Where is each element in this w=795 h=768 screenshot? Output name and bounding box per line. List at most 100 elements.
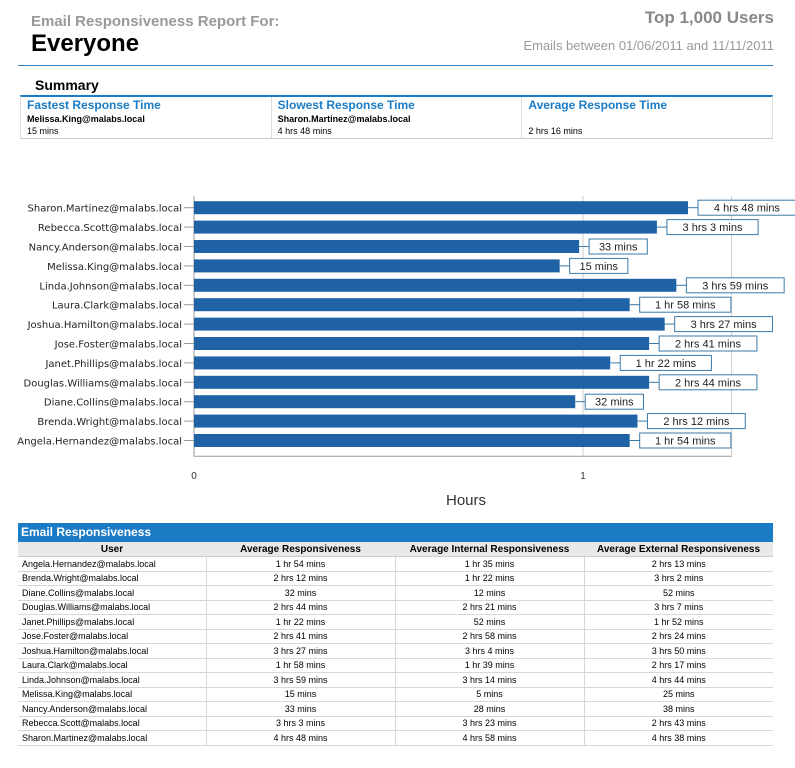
responsiveness-bar-chart: 0 1 Hours Sharon.Martinez@malabs.local 4 hrs… [17,196,795,505]
time-cell: 3 hrs 4 mins [395,643,585,659]
fastest-label: Fastest Response Time [27,98,161,112]
category-label: Laura.Clark@malabs.local [52,301,182,312]
data-label: 1 hr 58 mins [655,300,716,312]
user-cell: Janet.Phillips@malabs.local [18,614,207,630]
summary-average: Average Response Time 2 hrs 16 mins [522,97,772,138]
time-cell: 2 hrs 24 mins [584,629,773,644]
slowest-value: 4 hrs 48 mins [277,126,332,136]
bar [194,434,630,447]
time-cell: 2 hrs 17 mins [584,658,773,673]
time-cell: 2 hrs 41 mins [206,629,396,644]
bar [194,395,576,409]
slowest-label: Slowest Response Time [277,98,415,112]
data-label-box [646,413,746,430]
time-cell: 1 hr 39 mins [395,658,585,673]
report-subtitle: Email Responsiveness Report For: [31,13,280,30]
column-header[interactable]: Average External Responsiveness [584,542,773,557]
data-label: 3 hrs 59 mins [702,280,769,292]
table-row: Rebecca.Scott@malabs.local 3 hrs 3 mins 3 … [18,716,773,731]
time-cell: 2 hrs 21 mins [395,600,585,615]
average-value: 2 hrs 16 mins [528,126,583,136]
user-cell: Brenda.Wright@malabs.local [18,571,207,586]
column-header[interactable]: Average Internal Responsiveness [395,542,584,557]
summary-fastest: Fastest Response Time Melissa.King@malab… [21,97,272,138]
table-row: Sharon.Martinez@malabs.local 4 hrs 48 min… [18,730,773,746]
time-cell: 4 hrs 58 mins [395,730,585,746]
user-cell: Laura.Clark@malabs.local [18,658,207,673]
user-cell: Jose.Foster@malabs.local [18,629,207,644]
table-row: Jose.Foster@malabs.local 2 hrs 41 mins 2 h… [18,629,773,644]
time-cell: 2 hrs 43 mins [584,716,773,731]
time-cell: 2 hrs 13 mins [584,556,773,572]
time-cell: 3 hrs 27 mins [206,643,396,659]
user-cell: Joshua.Hamilton@malabs.local [18,643,207,659]
column-header[interactable]: Average Responsiveness [206,542,395,557]
time-cell: 5 mins [395,687,585,702]
user-cell: Douglas.Williams@malabs.local [18,600,207,615]
time-cell: 3 hrs 14 mins [395,672,585,688]
x-tick-label: 1 [580,471,586,482]
fastest-value: 15 mins [27,126,59,136]
time-cell: 3 hrs 2 mins [584,571,773,586]
table-row: Diane.Collins@malabs.local 32 mins 12 mins… [18,585,773,601]
bar [194,220,657,234]
table-row: Linda.Johnson@malabs.local 3 hrs 59 mins 3… [18,672,773,688]
time-cell: 3 hrs 7 mins [584,600,773,615]
time-cell: 1 hr 35 mins [395,556,585,572]
user-cell: Diane.Collins@malabs.local [18,585,207,601]
data-label: 2 hrs 41 mins [675,339,742,351]
user-cell: Rebecca.Scott@malabs.local [18,716,207,731]
data-label-box [588,238,648,255]
data-label-box [639,432,732,449]
data-label-box [639,296,732,313]
time-cell: 2 hrs 44 mins [206,600,396,615]
bar [194,259,560,273]
category-label: Janet.Phillips@malabs.local [44,359,182,370]
column-header[interactable]: User [18,542,206,557]
bar [194,201,689,215]
bar [194,414,638,428]
summary-slowest: Slowest Response Time Sharon.Martinez@ma… [272,97,523,138]
data-label-box [658,335,758,352]
bar [194,375,650,389]
category-label: Sharon.Martinez@malabs.local [28,204,182,215]
data-label-box [658,374,758,391]
summary-panel: Fastest Response Time Melissa.King@malab… [20,95,773,139]
category-label: Joshua.Hamilton@malabs.local [27,320,182,331]
table-row: Laura.Clark@malabs.local 1 hr 58 mins 1 hr… [18,658,773,673]
slowest-user: Sharon.Martinez@malabs.local [277,114,411,124]
category-label: Rebecca.Scott@malabs.local [38,223,182,234]
x-tick-label: 0 [191,471,197,482]
user-cell: Angela.Hernandez@malabs.local [18,556,207,572]
time-cell: 25 mins [584,687,773,702]
average-label: Average Response Time [528,98,668,112]
table-title: Email Responsiveness [18,523,773,542]
table-row: Janet.Phillips@malabs.local 1 hr 22 mins 5… [18,614,773,630]
time-cell: 4 hrs 38 mins [584,730,773,746]
user-cell: Nancy.Anderson@malabs.local [18,701,207,717]
data-label-box [666,219,759,236]
fastest-user: Melissa.King@malabs.local [27,114,145,124]
time-cell: 32 mins [206,585,396,601]
time-cell: 38 mins [584,701,773,717]
time-cell: 52 mins [584,585,773,601]
data-label-box [569,257,629,274]
user-cell: Melissa.King@malabs.local [18,687,207,702]
table-row: Douglas.Williams@malabs.local 2 hrs 44 mi… [18,600,773,615]
date-range: Emails between 01/06/2011 and 11/11/2011 [523,38,774,53]
users-scope: Top 1,000 Users [644,8,774,27]
time-cell: 33 mins [206,701,396,717]
table-row: Melissa.King@malabs.local 15 mins 5 mins 25… [18,687,773,702]
data-label-box [697,199,795,216]
bar [194,317,665,331]
time-cell: 1 hr 22 mins [206,614,396,630]
time-cell: 3 hrs 23 mins [395,716,585,731]
category-label: Melissa.King@malabs.local [47,262,182,273]
category-label: Brenda.Wright@malabs.local [37,417,182,428]
bar [194,278,677,292]
time-cell: 3 hrs 50 mins [584,643,773,659]
bar [194,298,630,312]
time-cell: 3 hrs 3 mins [206,716,396,731]
data-label-box [685,277,785,294]
time-cell: 28 mins [395,701,585,717]
